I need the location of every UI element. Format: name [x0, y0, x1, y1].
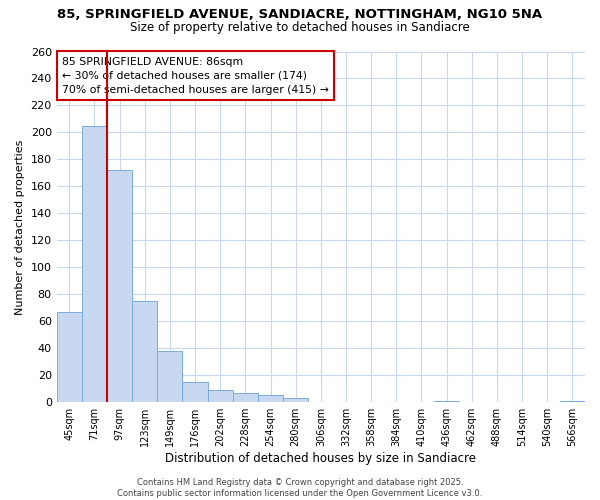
- Bar: [233, 393, 258, 402]
- Bar: [258, 396, 283, 402]
- Bar: [56, 312, 82, 402]
- Bar: [283, 398, 308, 402]
- Y-axis label: Number of detached properties: Number of detached properties: [15, 139, 25, 314]
- Bar: [82, 126, 107, 402]
- Bar: [208, 390, 233, 402]
- Bar: [107, 170, 132, 402]
- X-axis label: Distribution of detached houses by size in Sandiacre: Distribution of detached houses by size …: [166, 452, 476, 465]
- Bar: [182, 382, 208, 402]
- Text: Size of property relative to detached houses in Sandiacre: Size of property relative to detached ho…: [130, 21, 470, 34]
- Bar: [157, 351, 182, 402]
- Text: Contains HM Land Registry data © Crown copyright and database right 2025.
Contai: Contains HM Land Registry data © Crown c…: [118, 478, 482, 498]
- Text: 85, SPRINGFIELD AVENUE, SANDIACRE, NOTTINGHAM, NG10 5NA: 85, SPRINGFIELD AVENUE, SANDIACRE, NOTTI…: [58, 8, 542, 20]
- Bar: [132, 301, 157, 402]
- Bar: [560, 401, 585, 402]
- Bar: [434, 401, 459, 402]
- Text: 85 SPRINGFIELD AVENUE: 86sqm
← 30% of detached houses are smaller (174)
70% of s: 85 SPRINGFIELD AVENUE: 86sqm ← 30% of de…: [62, 57, 329, 95]
